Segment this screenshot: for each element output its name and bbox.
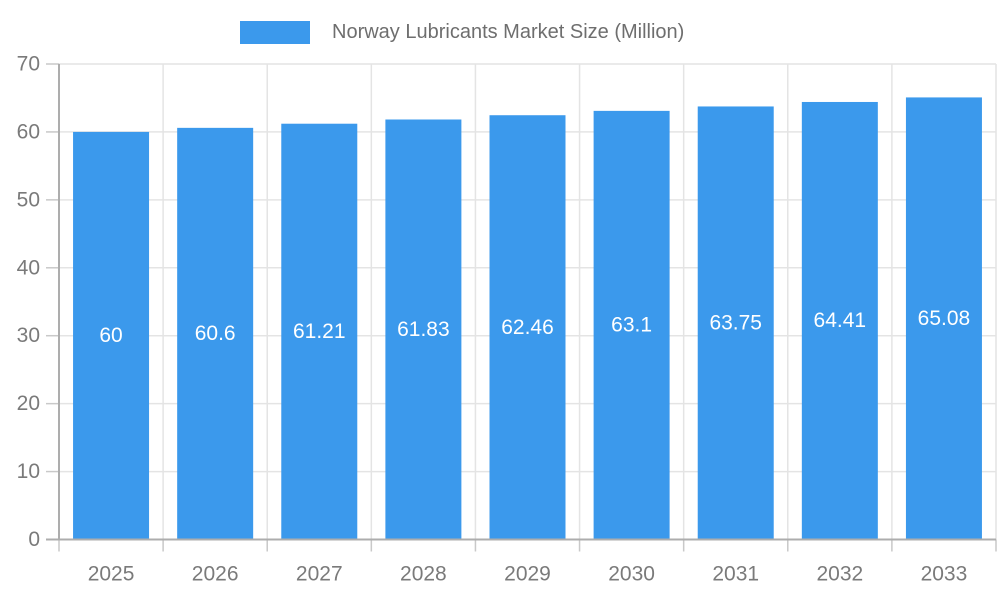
x-tick-label-2028: 2028 bbox=[400, 563, 447, 586]
bar-value-label-2030: 63.1 bbox=[611, 314, 652, 337]
bar-value-label-2026: 60.6 bbox=[195, 322, 236, 345]
bar-value-label-2032: 64.41 bbox=[814, 309, 867, 332]
x-tick-label-2027: 2027 bbox=[296, 563, 343, 586]
y-tick-label-10: 10 bbox=[17, 460, 40, 483]
x-tick-label-2025: 2025 bbox=[88, 563, 135, 586]
bar-2033[interactable] bbox=[905, 97, 982, 540]
y-tick-label-50: 50 bbox=[17, 188, 40, 211]
bar-2029[interactable] bbox=[489, 115, 566, 540]
x-tick-label-2033: 2033 bbox=[921, 563, 968, 586]
x-tick-label-2029: 2029 bbox=[504, 563, 551, 586]
legend-swatch[interactable] bbox=[240, 21, 310, 44]
bar-2025[interactable] bbox=[73, 131, 150, 540]
bar-2028[interactable] bbox=[385, 119, 462, 540]
y-tick-label-60: 60 bbox=[17, 120, 40, 143]
bar-value-label-2027: 61.21 bbox=[293, 320, 346, 343]
bar-value-label-2025: 60 bbox=[99, 324, 122, 347]
legend[interactable]: Norway Lubricants Market Size (Million) bbox=[240, 21, 684, 44]
bar-2031[interactable] bbox=[697, 106, 774, 540]
bar-value-label-2031: 63.75 bbox=[709, 311, 762, 334]
bar-2030[interactable] bbox=[593, 110, 670, 540]
y-tick-label-20: 20 bbox=[17, 392, 40, 415]
bar-2027[interactable] bbox=[281, 123, 358, 540]
y-tick-label-0: 0 bbox=[28, 528, 40, 551]
legend-label: Norway Lubricants Market Size (Million) bbox=[332, 21, 685, 43]
bar-value-label-2028: 61.83 bbox=[397, 318, 450, 341]
x-tick-label-2032: 2032 bbox=[816, 563, 863, 586]
bar-value-label-2033: 65.08 bbox=[918, 307, 971, 330]
bar-2032[interactable] bbox=[801, 101, 878, 540]
bar-value-label-2029: 62.46 bbox=[501, 316, 554, 339]
x-tick-label-2026: 2026 bbox=[192, 563, 239, 586]
y-tick-label-70: 70 bbox=[17, 53, 40, 76]
x-tick-label-2031: 2031 bbox=[712, 563, 759, 586]
y-tick-label-40: 40 bbox=[17, 256, 40, 279]
x-tick-label-2030: 2030 bbox=[608, 563, 655, 586]
y-tick-label-30: 30 bbox=[17, 324, 40, 347]
bar-2026[interactable] bbox=[177, 127, 254, 540]
